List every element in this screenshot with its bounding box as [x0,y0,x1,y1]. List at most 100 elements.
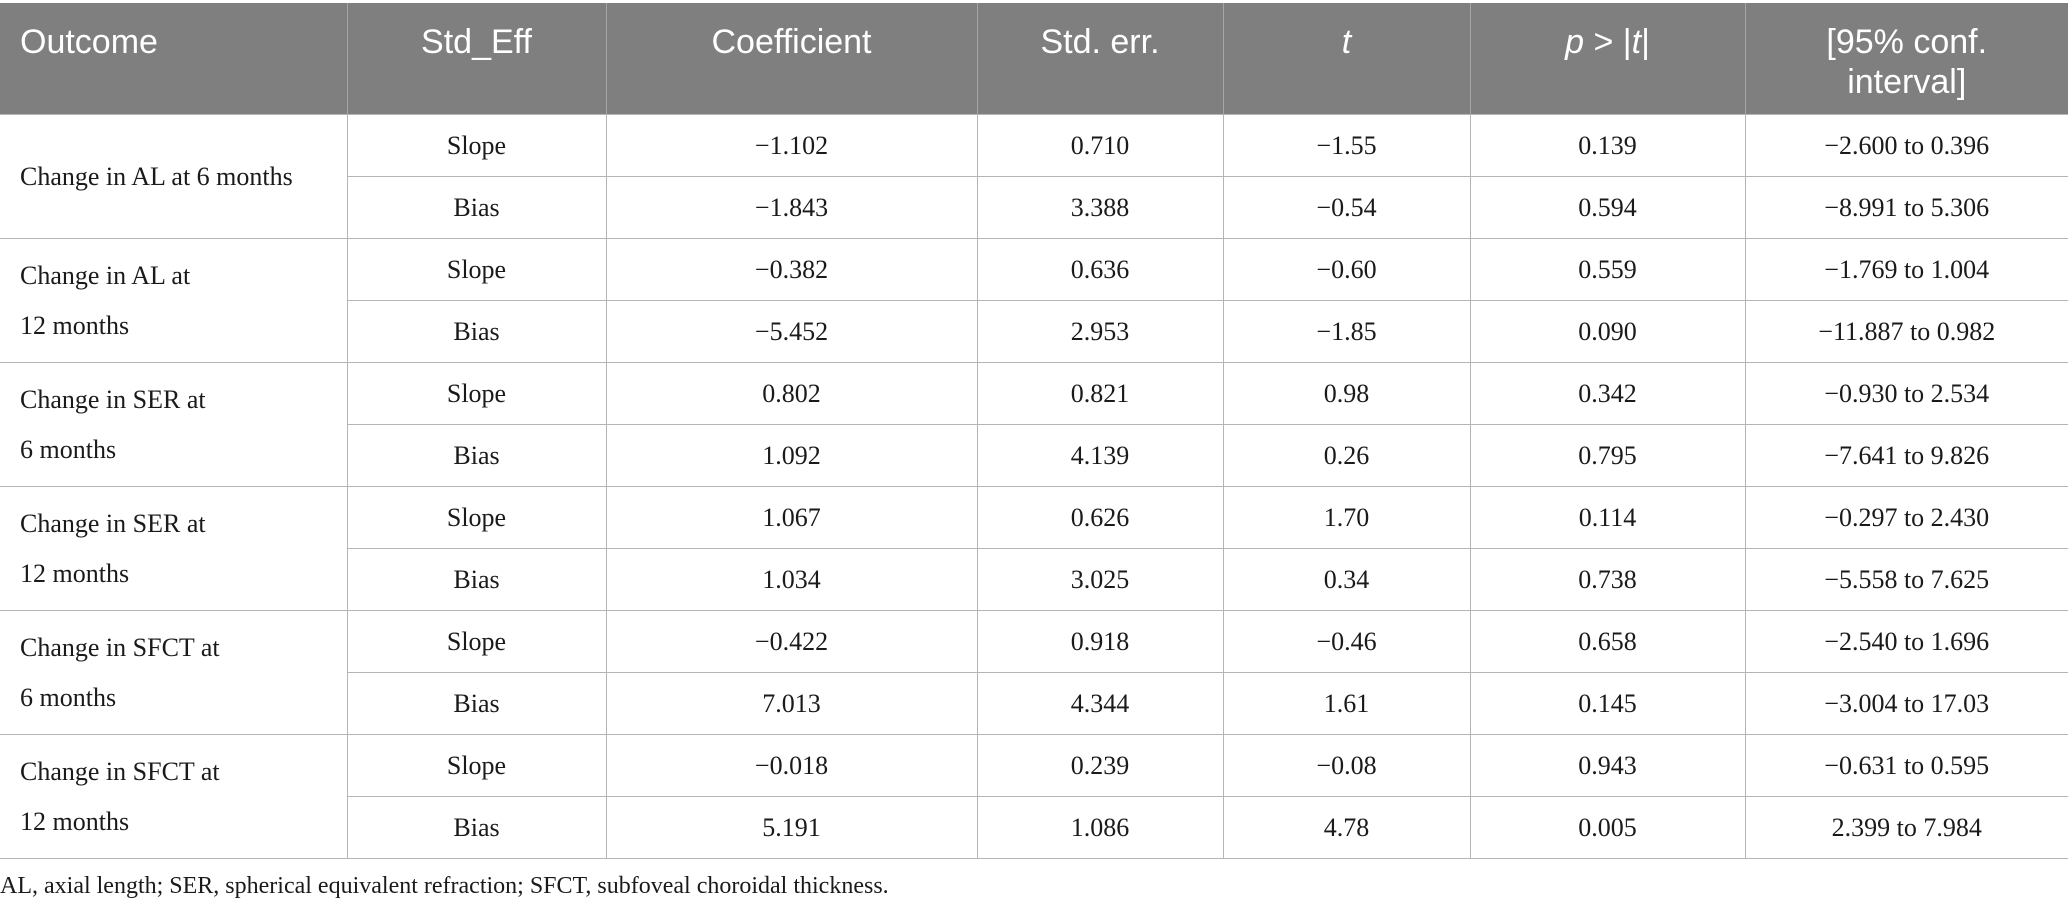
p-value-cell: 0.139 [1469,114,1746,177]
ci-cell: −0.297 to 2.430 [1744,486,2068,549]
std-err-cell: 2.953 [976,300,1224,363]
table-row: Change in AL at 6 months Slope −1.102 0.710… [0,114,2068,239]
std-eff-cell: Bias [346,796,607,859]
outcome-label-line1: Change in SFCT at [20,632,220,662]
header-ci-line2: interval] [1847,63,1967,101]
t-cell: −0.54 [1222,176,1471,239]
std-eff-cell: Bias [346,548,607,611]
outcome-cell: Change in SFCT at 12 months [0,734,348,859]
outcome-cell: Change in AL at 12 months [0,238,348,363]
table-row: Change in SER at 12 months Slope 1.067 0.626… [0,486,2068,611]
ci-cell: −2.600 to 0.396 [1744,114,2068,177]
outcome-label-line1: Change in SER at [20,508,206,538]
table-row: Bias −5.452 2.953 −1.85 0.090 −11.887 to 0.98… [0,300,2068,363]
header-confidence-interval: [95% conf. interval] [1745,3,2068,115]
std-eff-cell: Slope [346,734,607,797]
std-err-cell: 3.388 [976,176,1224,239]
p-value-cell: 0.943 [1469,734,1746,797]
coefficient-cell: −0.018 [605,734,978,797]
std-eff-cell: Bias [346,300,607,363]
outcome-cell: Change in SFCT at 6 months [0,610,348,735]
std-eff-cell: Bias [346,672,607,735]
p-value-cell: 0.342 [1469,362,1746,425]
std-err-cell: 1.086 [976,796,1224,859]
outcome-cell: Change in SER at 6 months [0,362,348,487]
std-err-cell: 0.626 [976,486,1224,549]
outcome-label-line2: 6 months [20,682,117,712]
std-err-cell: 4.344 [976,672,1224,735]
std-err-cell: 0.710 [976,114,1224,177]
ci-cell: 2.399 to 7.984 [1744,796,2068,859]
t-cell: 4.78 [1222,796,1471,859]
outcome-label-line1: Change in SFCT at [20,756,220,786]
outcome-label-line2: 12 months [20,558,130,588]
coefficient-cell: 1.034 [605,548,978,611]
coefficient-cell: 0.802 [605,362,978,425]
table-header: Outcome Std_Eff Coefficient Std. err. t … [0,3,2068,115]
ci-cell: −8.991 to 5.306 [1744,176,2068,239]
std-err-cell: 4.139 [976,424,1224,487]
outcome-label-line1: Change in SER at [20,384,206,414]
coefficient-cell: −0.382 [605,238,978,301]
outcome-cell: Change in AL at 6 months [0,114,348,239]
t-cell: 0.26 [1222,424,1471,487]
coefficient-cell: 5.191 [605,796,978,859]
table-row: Change in SFCT at 6 months Slope −0.422 0.91… [0,610,2068,735]
std-err-cell: 0.239 [976,734,1224,797]
std-eff-cell: Slope [346,362,607,425]
ci-cell: −7.641 to 9.826 [1744,424,2068,487]
ci-cell: −5.558 to 7.625 [1744,548,2068,611]
header-ci-line1: [95% conf. [1826,23,1988,61]
coefficient-cell: 1.092 [605,424,978,487]
std-eff-cell: Bias [346,424,607,487]
table-row: Change in SFCT at 12 months Slope −0.018 0.2… [0,734,2068,859]
ci-cell: −1.769 to 1.004 [1744,238,2068,301]
coefficient-cell: −1.102 [605,114,978,177]
coefficient-cell: 1.067 [605,486,978,549]
std-eff-cell: Slope [346,114,607,177]
ci-cell: −3.004 to 17.03 [1744,672,2068,735]
header-std-err: Std. err. [977,3,1224,115]
t-cell: −0.60 [1222,238,1471,301]
p-value-cell: 0.145 [1469,672,1746,735]
std-err-cell: 0.821 [976,362,1224,425]
coefficient-cell: −0.422 [605,610,978,673]
std-eff-cell: Slope [346,238,607,301]
table-row: Bias 5.191 1.086 4.78 0.005 2.399 to 7.984 [0,796,2068,859]
coefficient-cell: −5.452 [605,300,978,363]
ci-cell: −0.631 to 0.595 [1744,734,2068,797]
std-err-cell: 3.025 [976,548,1224,611]
outcome-label-line2: 12 months [20,806,130,836]
header-p-t-symbol: t [1631,23,1642,61]
t-cell: −1.85 [1222,300,1471,363]
outcome-label-line1: Change in AL at [20,260,191,290]
std-eff-cell: Bias [346,176,607,239]
outcome-cell: Change in SER at 12 months [0,486,348,611]
header-row: Outcome Std_Eff Coefficient Std. err. t … [0,3,2068,115]
p-value-cell: 0.738 [1469,548,1746,611]
table-row: Bias 1.034 3.025 0.34 0.738 −5.558 to 7.625 [0,548,2068,611]
ci-cell: −11.887 to 0.982 [1744,300,2068,363]
t-cell: −1.55 [1222,114,1471,177]
ci-cell: −2.540 to 1.696 [1744,610,2068,673]
header-outcome: Outcome [0,3,348,115]
table-row: Change in SER at 6 months Slope 0.802 0.821 0… [0,362,2068,487]
outcome-label-line1: Change in AL at 6 months [20,161,293,191]
p-value-cell: 0.114 [1469,486,1746,549]
t-cell: −0.46 [1222,610,1471,673]
header-t: t [1223,3,1471,115]
header-p-value: p > |t| [1470,3,1746,115]
table-footnote: AL, axial length; SER, spherical equival… [0,873,889,899]
p-value-cell: 0.559 [1469,238,1746,301]
p-value-cell: 0.594 [1469,176,1746,239]
std-err-cell: 0.636 [976,238,1224,301]
header-p-end: | [1641,23,1650,61]
table-body: Change in AL at 6 months Slope −1.102 0.710… [0,114,2068,859]
coefficient-cell: −1.843 [605,176,978,239]
p-value-cell: 0.795 [1469,424,1746,487]
t-cell: 1.61 [1222,672,1471,735]
t-cell: 0.98 [1222,362,1471,425]
std-eff-cell: Slope [346,486,607,549]
table-row: Bias 1.092 4.139 0.26 0.795 −7.641 to 9.826 [0,424,2068,487]
p-value-cell: 0.090 [1469,300,1746,363]
